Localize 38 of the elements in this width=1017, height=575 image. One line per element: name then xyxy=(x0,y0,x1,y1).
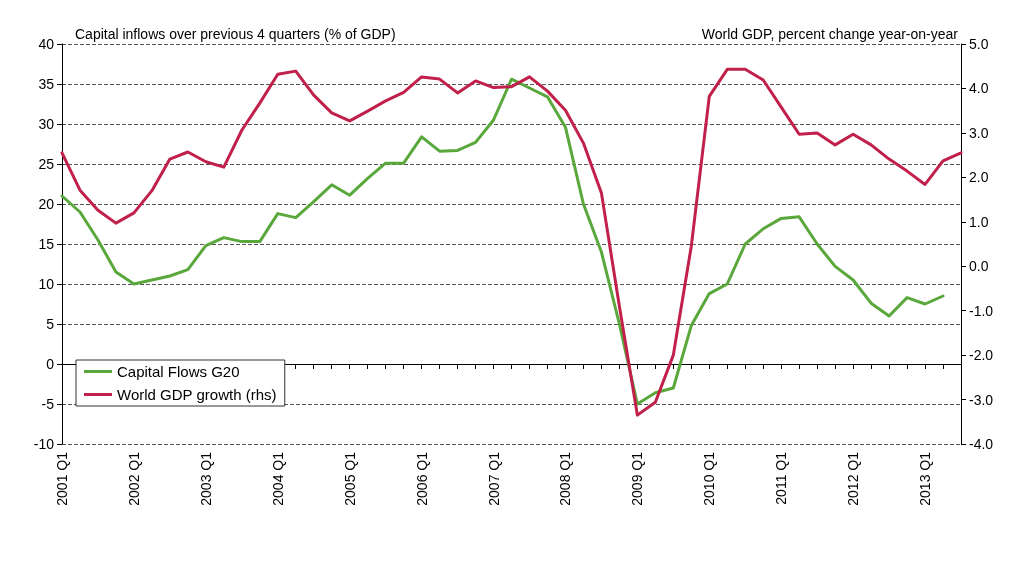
x-tick-label: 2008 Q1 xyxy=(557,451,574,506)
x-tick-label: 2012 Q1 xyxy=(845,451,862,506)
y2-tick-label: -4.0 xyxy=(969,436,994,452)
x-tick-label: 2002 Q1 xyxy=(125,451,142,506)
x-tick-label: 2013 Q1 xyxy=(917,451,934,506)
y-tick-label: 5 xyxy=(46,316,55,332)
y2-tick-label: 4.0 xyxy=(969,80,989,97)
x-tick-label: 2009 Q1 xyxy=(629,451,646,506)
y2-tick-label: 1.0 xyxy=(969,213,989,230)
y-tick-label: 0 xyxy=(46,356,55,372)
legend-label: Capital Flows G20 xyxy=(117,363,240,380)
y-tick-label: 40 xyxy=(38,36,55,52)
y-tick-label: 30 xyxy=(38,116,55,132)
x-tick-label: 2007 Q1 xyxy=(485,451,502,506)
y2-tick-label: 0.0 xyxy=(969,258,989,275)
x-tick-label: 2001 Q1 xyxy=(54,451,70,506)
y-axis-title: Capital inflows over previous 4 quarters (% of GDP) xyxy=(75,26,396,42)
y-tick-label: 35 xyxy=(38,76,55,92)
y2-tick-label: 5.0 xyxy=(969,36,989,52)
x-tick-label: 2010 Q1 xyxy=(701,451,718,506)
y-tick-label: 20 xyxy=(38,196,55,212)
y2-tick-label: -3.0 xyxy=(969,391,994,408)
y2-tick-label: 3.0 xyxy=(969,124,989,141)
y2-axis-title: World GDP, percent change year-on-year xyxy=(701,26,959,42)
x-tick-label: 2011 Q1 xyxy=(773,451,790,505)
x-tick-label: 2003 Q1 xyxy=(197,451,214,506)
x-tick-label: 2004 Q1 xyxy=(269,451,286,506)
y-tick-label: 15 xyxy=(38,236,55,252)
y-tick-label: 10 xyxy=(38,276,55,292)
x-tick-label: 2006 Q1 xyxy=(413,451,430,506)
y-tick-label: -10 xyxy=(33,436,55,452)
y2-tick-label: -1.0 xyxy=(969,302,994,319)
x-tick-label: 2005 Q1 xyxy=(341,451,358,506)
y-tick-label: 25 xyxy=(38,156,55,172)
y2-tick-label: 2.0 xyxy=(969,169,989,186)
legend-label: World GDP growth (rhs) xyxy=(117,386,277,403)
y-tick-label: -5 xyxy=(41,396,55,412)
y2-tick-label: -2.0 xyxy=(969,347,994,364)
